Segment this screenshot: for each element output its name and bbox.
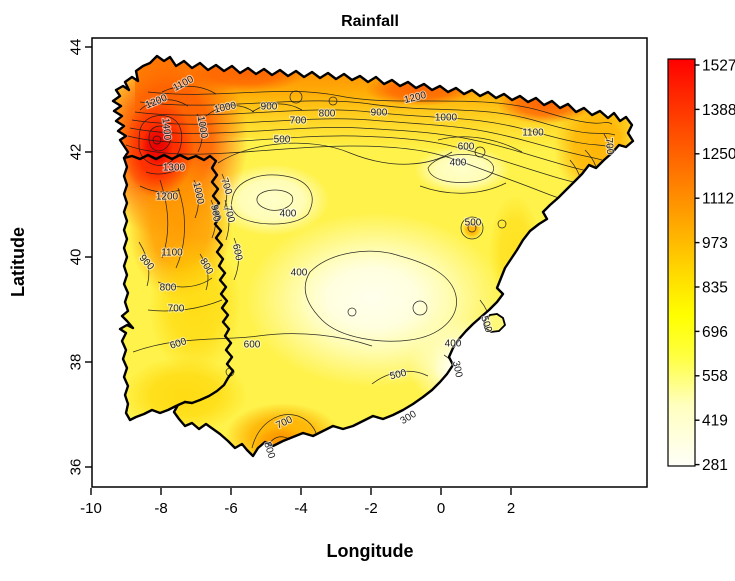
x-tick-label: -10 bbox=[80, 500, 102, 517]
contour-label: 900 bbox=[371, 108, 388, 119]
x-tick-label: -2 bbox=[364, 500, 377, 517]
contour-label: 900 bbox=[261, 102, 278, 113]
contour-label: 1200 bbox=[403, 90, 428, 106]
x-tick-label: -6 bbox=[224, 500, 237, 517]
contour-label: 1100 bbox=[161, 248, 183, 259]
x-axis: -10 -8 -6 -4 -2 0 2 bbox=[80, 488, 515, 517]
contour-label: 700 bbox=[603, 137, 615, 155]
contour-label: 600 bbox=[230, 243, 244, 262]
contour-label: 500 bbox=[478, 315, 494, 335]
contour-label: 1200 bbox=[156, 192, 179, 203]
x-tick-label: -8 bbox=[154, 500, 167, 517]
y-axis-title: Latitude bbox=[8, 227, 28, 297]
x-tick-label: -4 bbox=[294, 500, 307, 517]
legend-tick-label: 558 bbox=[702, 368, 728, 385]
contour-label: 500 bbox=[389, 368, 408, 383]
legend-ticks: 1527 1388 1250 1112 973 835 696 558 419 281 bbox=[695, 57, 735, 474]
contour-label: 1300 bbox=[163, 163, 186, 174]
legend-tick-label: 1527 bbox=[702, 57, 735, 74]
legend-tick-label: 973 bbox=[702, 235, 728, 252]
contour-label: 600 bbox=[458, 142, 475, 153]
contour-label: 1000 bbox=[195, 115, 210, 139]
legend-tick-label: 835 bbox=[702, 279, 728, 296]
x-axis-title: Longitude bbox=[327, 541, 414, 561]
color-legend: 1527 1388 1250 1112 973 835 696 558 419 281 bbox=[667, 57, 735, 474]
legend-colorbar bbox=[667, 58, 696, 467]
contour-labels: 1100 1200 1000 900 800 700 500 1400 1000 1300 1200… bbox=[135, 73, 616, 462]
contour-label: 700 bbox=[218, 177, 234, 197]
chart-title: Rainfall bbox=[341, 13, 399, 30]
y-tick-label: 44 bbox=[67, 39, 84, 56]
contour-label: 1000 bbox=[435, 113, 458, 124]
y-tick-label: 36 bbox=[67, 459, 84, 476]
contour-label: 1400 bbox=[160, 118, 173, 142]
contour-label: 400 bbox=[291, 268, 308, 279]
x-tick-label: 2 bbox=[507, 500, 515, 517]
legend-tick-label: 1388 bbox=[702, 102, 735, 119]
contour-label: 700 bbox=[168, 304, 185, 315]
contour-label: 800 bbox=[319, 109, 336, 120]
plot-frame bbox=[91, 37, 648, 488]
contour-label: 700 bbox=[290, 116, 307, 127]
contour-label: 400 bbox=[445, 339, 462, 350]
legend-tick-label: 281 bbox=[702, 457, 728, 474]
y-tick-label: 38 bbox=[67, 354, 84, 371]
contour-label: 600 bbox=[244, 340, 261, 351]
contour-label: 500 bbox=[274, 135, 291, 146]
x-tick-label: 0 bbox=[437, 500, 445, 517]
balearic-island bbox=[483, 313, 507, 333]
y-axis: 44 42 40 38 36 bbox=[67, 39, 92, 476]
contour-label: 900 bbox=[208, 204, 222, 223]
contour-label: 300 bbox=[450, 360, 464, 379]
contour-label: 1100 bbox=[522, 128, 544, 139]
contour-label: 400 bbox=[450, 158, 467, 169]
y-tick-label: 42 bbox=[67, 144, 84, 161]
legend-tick-label: 419 bbox=[702, 413, 728, 430]
contour-label: 400 bbox=[280, 209, 297, 220]
spain-portugal-border bbox=[122, 153, 235, 405]
legend-tick-label: 1112 bbox=[702, 191, 734, 208]
legend-tick-label: 1250 bbox=[702, 146, 735, 163]
legend-tick-label: 696 bbox=[702, 324, 728, 341]
contour-label: 800 bbox=[160, 283, 177, 294]
contour-label: 500 bbox=[465, 218, 482, 229]
y-tick-label: 40 bbox=[67, 249, 84, 266]
